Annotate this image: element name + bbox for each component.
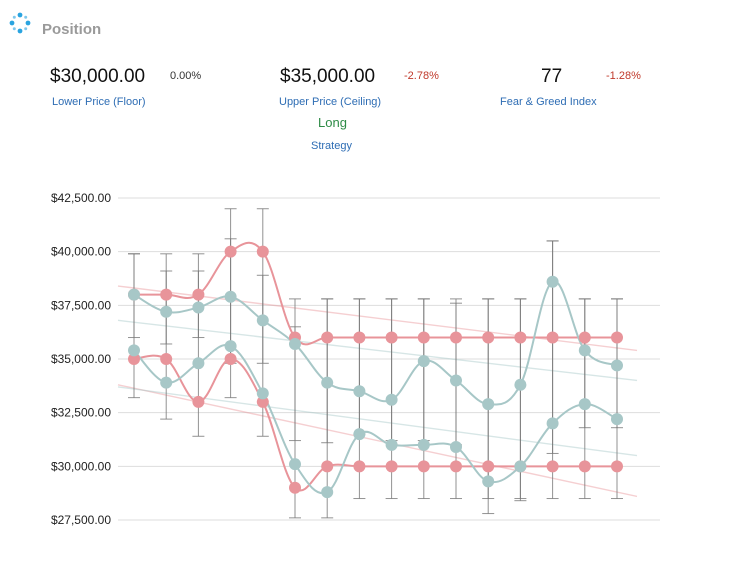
series-point [256,314,269,327]
series-point [128,344,140,357]
series-point [611,413,623,426]
series-point [385,331,398,344]
series-point [256,387,269,400]
series-point [611,359,623,372]
series-point [353,385,366,398]
series-point [224,353,237,365]
series-point [353,331,366,344]
y-tick-label: $30,000.00 [51,459,111,473]
series-point [385,438,398,451]
series-point [321,460,334,473]
series-point [482,460,495,473]
series-point [128,353,140,365]
y-tick-label: $37,500.00 [51,298,111,312]
series-point [578,331,591,344]
fear-greed-change: -1.28% [606,70,641,82]
series-point [160,288,173,301]
series-point [450,460,462,473]
series-point [546,275,559,288]
series-point [128,288,140,301]
series-line [134,241,617,346]
series-point [417,460,430,473]
series-point [160,305,173,318]
ceiling-price-value: $35,000.00 [280,66,376,87]
strategy-value: Long [318,115,347,130]
dots-circle-icon [9,12,31,34]
series-point [192,301,205,314]
ceiling-price-change: -2.78% [404,70,439,82]
series-point [482,331,495,344]
trendline [117,319,638,382]
series-point [256,395,269,408]
ceiling-price-label: Upper Price (Ceiling) [279,96,382,108]
series-point [353,428,366,441]
series-point [578,460,591,473]
trendline [117,384,638,498]
series-point [353,460,366,473]
series-point [546,417,559,430]
series-point [450,331,462,344]
page-title: Position [42,21,102,38]
y-tick-label: $42,500.00 [51,191,111,205]
series-point [482,398,495,411]
series-point [417,331,430,344]
series-point [289,481,301,494]
series-point [450,441,462,454]
series-point [321,376,334,389]
series-line [133,344,618,495]
series-point [224,245,237,258]
y-tick-label: $27,500.00 [51,513,111,527]
floor-price-value: $30,000.00 [50,66,146,87]
series-point [256,245,269,258]
series-point [611,460,623,473]
series-point [578,398,591,411]
series-point [289,458,301,471]
series-point [482,475,495,488]
fear-greed-value: 77 [541,66,563,87]
series-point [546,331,559,344]
series-point [514,378,527,391]
series-line [133,354,617,492]
series-point [514,460,527,473]
series-line [133,280,618,406]
series-point [289,337,301,350]
y-tick-label: $32,500.00 [51,406,111,420]
series-point [546,460,559,473]
series-point [385,460,398,473]
series-point [514,331,527,344]
series-point [321,486,334,499]
series-point [450,374,462,387]
floor-price-label: Lower Price (Floor) [52,96,146,108]
fear-greed-label: Fear & Greed Index [500,96,597,108]
series-point [578,344,591,357]
series-point [385,393,398,406]
series-point [611,331,623,344]
strategy-label: Strategy [311,140,352,152]
floor-price-change: 0.00% [170,70,202,82]
series-point [192,395,205,408]
series-point [224,340,237,353]
series-point [192,357,205,370]
series-point [160,353,173,365]
series-point [417,355,430,368]
y-tick-label: $40,000.00 [51,245,111,259]
series-point [321,331,334,344]
series-point [417,438,430,451]
series-point [160,376,173,389]
series-point [224,290,237,303]
series-point [192,288,205,301]
y-tick-label: $35,000.00 [51,352,111,366]
